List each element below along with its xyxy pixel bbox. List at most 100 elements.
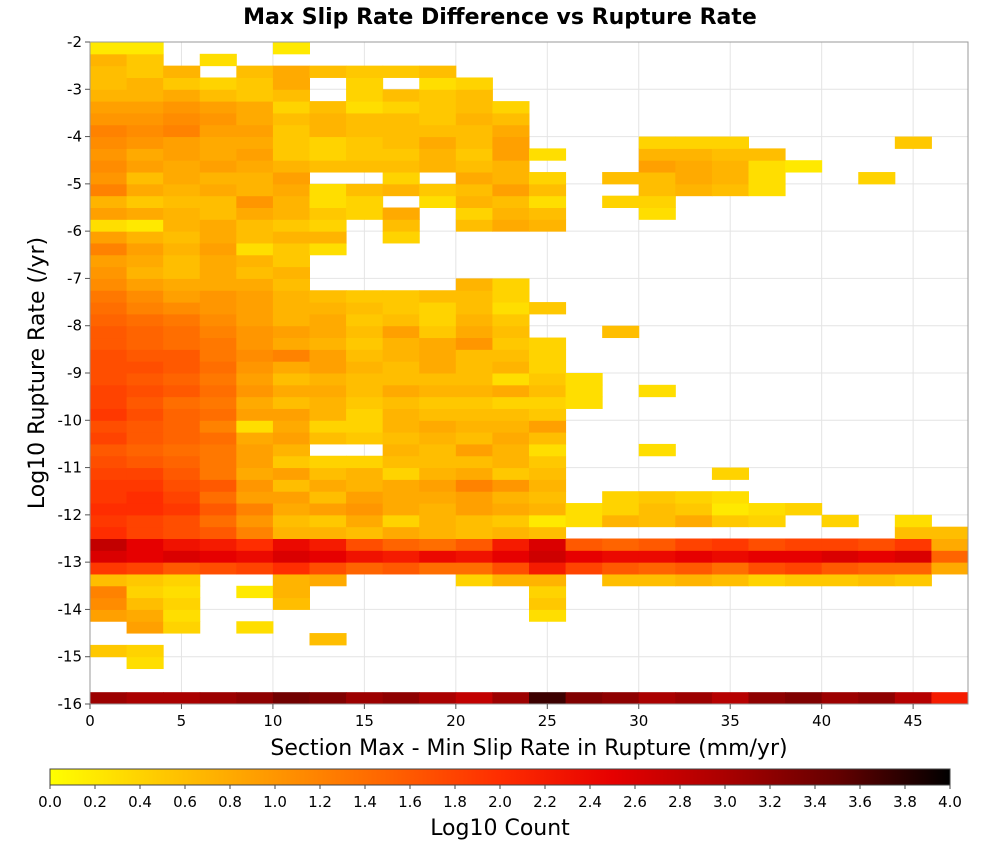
heatmap-cell — [638, 384, 676, 398]
heatmap-cell — [236, 491, 274, 504]
heatmap-cell — [90, 443, 128, 457]
heatmap-cell — [163, 160, 201, 173]
heatmap-cell — [382, 432, 420, 445]
heatmap-cell — [638, 514, 676, 528]
heatmap-cell — [126, 408, 164, 421]
heatmap-cell — [492, 373, 530, 386]
heatmap-cell — [675, 160, 713, 173]
heatmap-cell — [236, 396, 274, 409]
heatmap-cell — [602, 491, 640, 504]
heatmap-cell — [346, 337, 384, 350]
heatmap-cell — [382, 219, 420, 232]
heatmap-cell — [163, 77, 201, 90]
x-tick-label: 25 — [538, 712, 557, 730]
heatmap-cell — [382, 160, 420, 173]
heatmap-cell — [711, 538, 749, 551]
heatmap-cell — [346, 124, 384, 138]
heatmap-cell — [90, 172, 128, 185]
heatmap-cell — [126, 337, 164, 350]
heatmap-cell — [529, 361, 567, 374]
heatmap-cell — [858, 562, 896, 575]
heatmap-cell — [272, 550, 310, 563]
heatmap-cell — [492, 219, 530, 232]
heatmap-cell — [492, 112, 530, 126]
heatmap-cell — [748, 692, 786, 705]
heatmap-cell — [309, 432, 347, 445]
heatmap-cell — [492, 160, 530, 173]
heatmap-cell — [199, 302, 237, 315]
heatmap-cell — [346, 550, 384, 563]
heatmap-cell — [236, 207, 274, 220]
heatmap-cell — [163, 219, 201, 232]
heatmap-cell — [126, 467, 164, 480]
heatmap-cell — [419, 503, 457, 516]
heatmap-cell — [529, 455, 567, 469]
heatmap-cell — [199, 136, 237, 149]
heatmap-cell — [346, 313, 384, 327]
heatmap-cell — [821, 573, 859, 587]
colorbar-tick-label: 0.6 — [173, 793, 197, 811]
heatmap-cell — [455, 101, 493, 114]
y-tick-label: -10 — [58, 411, 83, 429]
heatmap-cell — [163, 183, 201, 197]
heatmap-cell — [90, 42, 128, 55]
heatmap-cell — [272, 337, 310, 350]
heatmap-cell — [126, 396, 164, 409]
heatmap-cell — [492, 503, 530, 516]
heatmap-cell — [126, 207, 164, 220]
heatmap-cell — [419, 420, 457, 433]
heatmap-cell — [711, 136, 749, 149]
heatmap-cell — [163, 313, 201, 327]
heatmap-cell — [602, 573, 640, 587]
heatmap-cell — [858, 550, 896, 563]
heatmap-cell — [748, 503, 786, 516]
heatmap-cell — [126, 373, 164, 386]
heatmap-cell — [492, 514, 530, 528]
heatmap-cell — [272, 254, 310, 268]
heatmap-cell — [272, 597, 310, 610]
heatmap-cell — [236, 585, 274, 599]
heatmap-cell — [492, 408, 530, 421]
heatmap-cell — [346, 514, 384, 528]
heatmap-cell — [126, 526, 164, 539]
heatmap-cell — [272, 231, 310, 244]
heatmap-cell — [126, 550, 164, 563]
heatmap-cell — [272, 266, 310, 279]
heatmap-cell — [163, 266, 201, 279]
heatmap-cell — [748, 573, 786, 587]
heatmap-cell — [382, 112, 420, 126]
heatmap-cell — [419, 491, 457, 504]
heatmap-cell — [163, 503, 201, 516]
heatmap-cell — [455, 349, 493, 362]
heatmap-cell — [346, 538, 384, 551]
heatmap-cell — [309, 692, 347, 705]
heatmap-cell — [419, 479, 457, 492]
heatmap-cell — [382, 290, 420, 303]
heatmap-cell — [309, 231, 347, 244]
colorbar-label: Log10 Count — [430, 816, 570, 841]
heatmap-cell — [675, 491, 713, 504]
heatmap-cell — [90, 65, 128, 78]
heatmap-cell — [711, 491, 749, 504]
colorbar-tick-label: 3.6 — [848, 793, 872, 811]
heatmap-cell — [126, 597, 164, 610]
heatmap-cell — [126, 656, 164, 670]
heatmap-cell — [126, 136, 164, 149]
heatmap-cell — [236, 89, 274, 102]
heatmap-cell — [272, 479, 310, 492]
heatmap-cell — [90, 503, 128, 516]
heatmap-cell — [382, 479, 420, 492]
heatmap-cell — [126, 278, 164, 291]
heatmap-cell — [346, 491, 384, 504]
heatmap-cell — [346, 361, 384, 374]
heatmap-cell — [529, 550, 567, 563]
heatmap-cell — [638, 538, 676, 551]
heatmap-cell — [346, 526, 384, 539]
heatmap-cell — [382, 349, 420, 362]
heatmap-cell — [199, 266, 237, 279]
heatmap-cell — [126, 101, 164, 114]
heatmap-cell — [199, 491, 237, 504]
heatmap-cell — [236, 503, 274, 516]
y-tick-label: -4 — [67, 128, 82, 146]
heatmap-cell — [638, 148, 676, 161]
